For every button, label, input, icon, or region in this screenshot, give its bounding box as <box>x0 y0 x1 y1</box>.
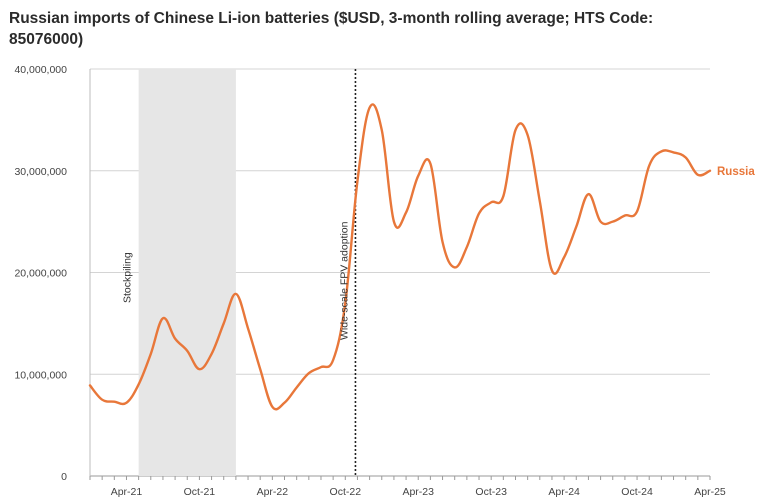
x-tick-label-5: Oct-23 <box>475 486 507 498</box>
x-tick-label-7: Oct-24 <box>621 486 653 498</box>
y-tick-label-1: 10,000,000 <box>14 369 67 381</box>
x-tick-label-4: Apr-23 <box>402 486 434 498</box>
x-tick-label-0: Apr-21 <box>111 486 143 498</box>
y-tick-label-3: 30,000,000 <box>14 166 67 178</box>
axes <box>89 69 711 480</box>
x-tick-label-1: Oct-21 <box>184 486 216 498</box>
shaded-regions <box>138 69 236 476</box>
x-tick-label-6: Apr-24 <box>548 486 580 498</box>
y-tick-label-2: 20,000,000 <box>14 268 67 280</box>
x-tick-label-3: Oct-22 <box>330 486 362 498</box>
x-tick-label-2: Apr-22 <box>257 486 289 498</box>
vertical-line-label-0: Wide-scale FPV adoption <box>338 221 350 340</box>
series-lines <box>88 103 712 411</box>
x-tick-label-8: Apr-25 <box>694 486 726 498</box>
y-tick-label-4: 40,000,000 <box>14 64 67 76</box>
y-tick-label-0: 0 <box>61 471 67 483</box>
shaded-region-0 <box>138 69 236 476</box>
series-label-0: Russia <box>717 166 755 178</box>
series-line-0 <box>88 103 712 411</box>
chart-title: Russian imports of Chinese Li-ion batter… <box>9 10 654 48</box>
shaded-region-label-0: Stockpiling <box>122 252 134 303</box>
labels: Stockpiling 0 10,000,000 20,000,000 30,000,0… <box>14 64 755 498</box>
